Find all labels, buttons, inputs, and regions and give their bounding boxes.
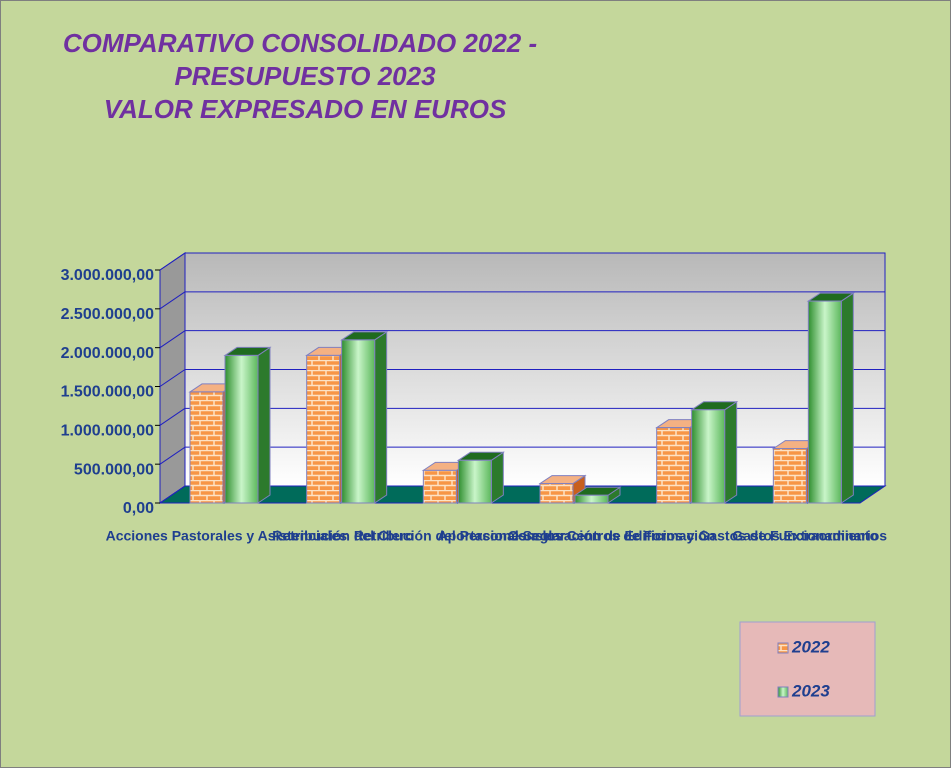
bar	[574, 494, 609, 504]
bar	[341, 339, 376, 504]
x-tick-label: Acciones Pastorales y Asistenciales	[106, 528, 348, 544]
bar-side	[374, 330, 388, 504]
grid-line	[159, 291, 186, 310]
legend-label: 2022	[791, 637, 830, 656]
bar	[656, 427, 691, 504]
y-tick-label: 2.500.000,00	[61, 306, 155, 323]
x-tick-label: Retribución del Personal Seglar	[354, 528, 566, 544]
chart-title: PRESUPUESTO 2023	[174, 61, 436, 91]
bar	[224, 354, 259, 504]
bar-side	[724, 400, 738, 504]
y-tick-label: 3.000.000,00	[61, 267, 155, 284]
grid-line	[159, 485, 186, 504]
bar-side	[490, 451, 504, 504]
bar-group	[223, 346, 272, 504]
x-tick-label: Retribución del Clero	[272, 528, 414, 544]
x-tick-label: Gastos Extraordinarios	[732, 528, 887, 544]
bar-group	[806, 292, 855, 504]
y-tick-label: 1.500.000,00	[61, 384, 155, 401]
legend	[739, 621, 876, 717]
legend-label: 2023	[791, 681, 830, 700]
bar-group	[573, 486, 622, 504]
x-tick-label: Conservación de Edificios y Gastos de Fu…	[508, 528, 878, 544]
legend-swatch	[777, 686, 789, 698]
y-tick-label: 0,00	[123, 500, 154, 517]
bar-side	[840, 292, 854, 504]
y-tick-label: 1.000.000,00	[61, 423, 155, 440]
bar	[807, 300, 842, 504]
y-tick-label: 2.000.000,00	[61, 345, 155, 362]
bar-group	[456, 451, 505, 504]
bar	[457, 459, 492, 504]
bar	[691, 409, 726, 504]
bar	[539, 483, 574, 504]
grid-line	[159, 330, 186, 349]
bar	[422, 469, 457, 504]
bar-group	[340, 330, 389, 504]
grid-line	[159, 369, 186, 387]
chart-title: VALOR EXPRESADO EN EUROS	[104, 94, 507, 124]
grid-line	[159, 252, 186, 271]
grid-line	[159, 446, 186, 465]
y-tick-label: 500.000,00	[74, 461, 154, 478]
bar	[306, 354, 341, 504]
grid-line	[159, 407, 186, 426]
bar-group	[690, 400, 739, 504]
chart-title: COMPARATIVO CONSOLIDADO 2022 -	[63, 28, 537, 58]
x-tick-label: Aportaciones a los Centros de Formación	[437, 528, 715, 544]
legend-swatch	[777, 642, 789, 654]
bar	[189, 391, 224, 504]
bar	[772, 448, 807, 504]
bar-side	[257, 346, 271, 504]
